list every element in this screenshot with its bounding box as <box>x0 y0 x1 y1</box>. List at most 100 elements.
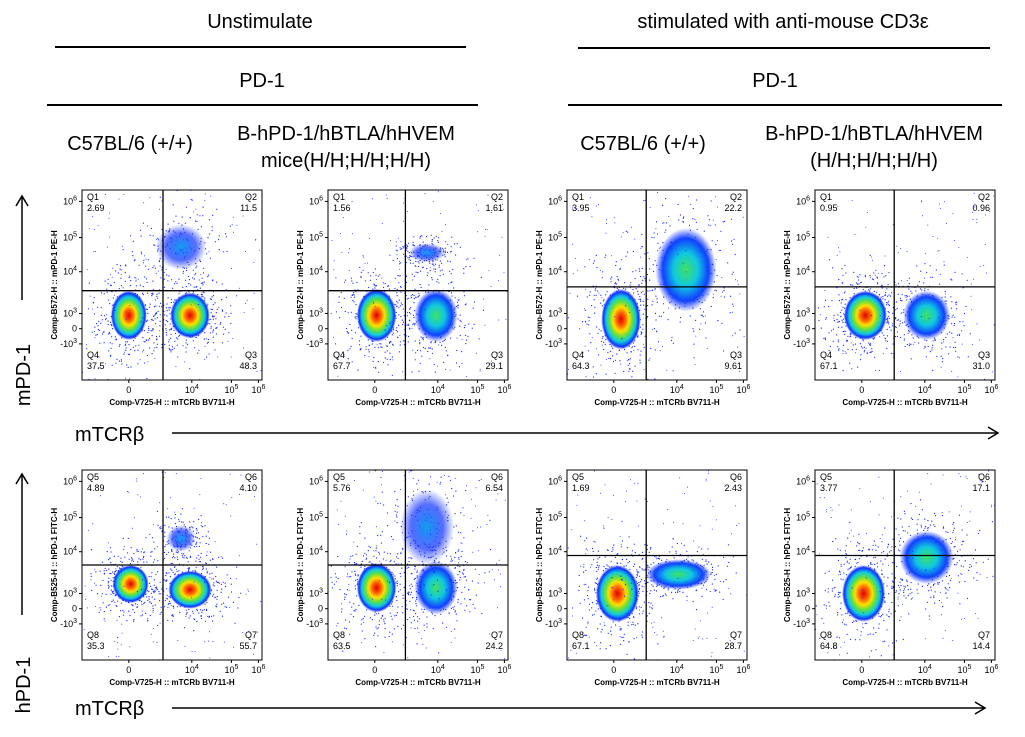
event-dot <box>600 302 602 304</box>
event-dot <box>418 295 420 297</box>
event-dot <box>431 352 434 354</box>
event-dot <box>185 342 187 344</box>
quadrant-percent: 64.3 <box>572 361 590 371</box>
event-dot <box>888 311 890 314</box>
event-dot <box>97 328 99 331</box>
event-dot <box>448 283 450 285</box>
event-dot <box>422 328 424 330</box>
event-dot <box>207 303 209 305</box>
event-dot <box>137 363 139 365</box>
event-dot <box>125 377 127 379</box>
event-dot <box>419 283 421 286</box>
event-dot <box>402 624 405 626</box>
event-dot <box>165 329 167 331</box>
event-dot <box>238 287 240 289</box>
event-dot <box>222 251 224 253</box>
event-dot <box>421 608 423 610</box>
event-dot <box>703 230 705 232</box>
event-dot <box>853 293 855 295</box>
event-dot <box>589 294 591 296</box>
event-dot <box>210 551 212 553</box>
event-dot <box>98 356 100 358</box>
arrows <box>15 194 1000 715</box>
event-dot <box>600 330 602 332</box>
event-dot <box>225 236 227 238</box>
event-dot <box>878 369 880 371</box>
event-dot <box>886 335 889 337</box>
event-dot <box>123 194 125 195</box>
event-dot <box>396 250 398 252</box>
event-dot <box>457 299 459 301</box>
event-dot <box>103 315 105 317</box>
event-dot <box>461 351 463 353</box>
event-dot <box>210 326 212 328</box>
event-dot <box>659 350 661 352</box>
event-dot <box>395 563 397 565</box>
event-dot <box>107 278 109 280</box>
event-dot <box>203 292 205 294</box>
event-dot <box>352 555 354 557</box>
event-dot <box>86 348 88 350</box>
event-dot <box>735 279 736 281</box>
event-dot <box>223 333 225 335</box>
event-dot <box>182 286 184 288</box>
event-dot <box>410 307 412 309</box>
event-dot <box>171 549 173 551</box>
event-dot <box>381 615 384 617</box>
tick-exp: 4 <box>558 266 562 273</box>
event-dot <box>442 273 444 275</box>
event-dot <box>666 222 668 224</box>
event-dot <box>116 358 118 360</box>
event-dot <box>954 316 956 318</box>
event-dot <box>571 207 573 209</box>
event-dot <box>164 531 166 533</box>
event-dot <box>422 241 424 243</box>
event-dot <box>225 504 227 506</box>
event-dot <box>171 562 173 565</box>
tick-base: 10 <box>185 385 195 395</box>
event-dot <box>384 283 386 285</box>
event-dot <box>165 307 168 309</box>
event-dot <box>133 340 135 342</box>
event-dot <box>890 352 892 354</box>
event-dot <box>183 553 185 555</box>
event-dot <box>487 194 489 196</box>
quadrant-name: Q4 <box>572 350 584 360</box>
tick-base: 10 <box>63 513 73 523</box>
event-dot <box>171 620 174 622</box>
tick-label: 105 <box>63 512 77 523</box>
event-dot <box>116 330 118 331</box>
event-dot <box>373 284 376 286</box>
event-dot <box>603 349 605 351</box>
event-dot <box>628 298 631 300</box>
event-dot <box>582 352 584 354</box>
event-dot <box>368 286 370 288</box>
event-dot <box>607 351 609 354</box>
event-dot <box>399 247 401 249</box>
event-dot <box>201 611 203 613</box>
event-dot <box>643 276 645 278</box>
event-dot <box>339 317 341 319</box>
event-dot <box>143 362 145 364</box>
event-dot <box>389 359 391 361</box>
event-dot <box>337 578 339 580</box>
event-dot <box>910 358 912 360</box>
event-dot <box>901 300 903 302</box>
event-dot <box>708 259 710 260</box>
event-dot <box>171 550 173 553</box>
event-dot <box>490 286 492 288</box>
event-dot <box>408 324 410 326</box>
event-dot <box>876 276 878 278</box>
event-dot <box>173 347 175 349</box>
tick-label: 0 <box>805 324 810 334</box>
event-dot <box>859 359 862 361</box>
event-dot <box>572 273 574 275</box>
event-dot <box>881 332 883 334</box>
tick-label: 105 <box>709 384 723 395</box>
event-dot <box>413 316 415 319</box>
event-dot <box>447 260 449 262</box>
event-dot <box>892 353 894 355</box>
event-dot <box>111 601 113 603</box>
event-dot <box>409 609 412 611</box>
event-dot <box>824 339 827 341</box>
